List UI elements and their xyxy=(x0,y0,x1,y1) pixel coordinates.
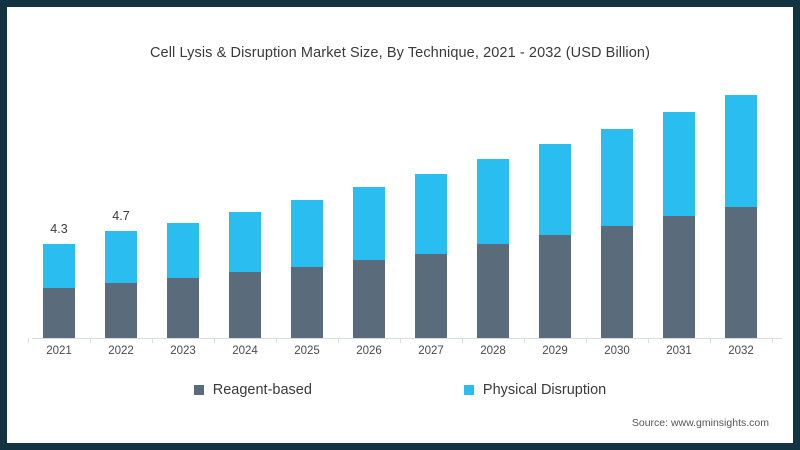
chart-canvas: Cell Lysis & Disruption Market Size, By … xyxy=(7,7,793,443)
x-axis-tick xyxy=(28,338,29,343)
bar-group-2021[interactable] xyxy=(43,244,75,338)
bar-group-2026[interactable] xyxy=(353,187,385,338)
x-axis-tick xyxy=(338,338,339,343)
x-axis-labels: 2021 2022 2023 2024 2025 2026 2027 2028 2029 2030… xyxy=(36,345,778,365)
square-swatch-icon xyxy=(463,385,474,395)
page-title: Cell Lysis & Disruption Market Size, By … xyxy=(149,45,650,61)
x-axis-label-2029: 2029 xyxy=(542,345,568,357)
bar-segment-reagent-based[interactable] xyxy=(291,267,323,338)
x-axis-tick xyxy=(772,338,773,343)
bar-group-2022[interactable] xyxy=(105,231,137,338)
bar-segment-physical-disruption[interactable] xyxy=(167,223,199,278)
bar-group-2032[interactable] xyxy=(725,95,757,338)
bar-group-2023[interactable] xyxy=(167,223,199,338)
plot-area: 4.3 4.7 xyxy=(36,87,778,339)
bar-segment-physical-disruption[interactable] xyxy=(477,159,509,244)
legend-item-label: Reagent-based xyxy=(212,382,312,398)
bar-segment-physical-disruption[interactable] xyxy=(725,95,757,207)
bar-segment-physical-disruption[interactable] xyxy=(415,174,447,254)
source-attribution: Source: www.gminsights.com xyxy=(631,417,769,429)
bar-group-2024[interactable] xyxy=(229,212,261,338)
bar-segment-physical-disruption[interactable] xyxy=(229,212,261,272)
x-axis-tick xyxy=(710,338,711,343)
x-axis-tick xyxy=(152,338,153,343)
x-axis-tick xyxy=(400,338,401,343)
x-axis-tick xyxy=(462,338,463,343)
x-axis-label-2023: 2023 xyxy=(170,345,196,357)
bar-segment-physical-disruption[interactable] xyxy=(353,187,385,260)
bar-segment-physical-disruption[interactable] xyxy=(539,144,571,235)
bar-segment-reagent-based[interactable] xyxy=(725,207,757,338)
bar-segment-reagent-based[interactable] xyxy=(539,235,571,338)
bar-segment-reagent-based[interactable] xyxy=(415,254,447,338)
bar-segment-physical-disruption[interactable] xyxy=(663,112,695,216)
legend-item-reagent-based[interactable]: Reagent-based xyxy=(193,382,312,398)
bar-segment-reagent-based[interactable] xyxy=(229,272,261,338)
x-axis-label-2025: 2025 xyxy=(294,345,320,357)
bar-group-2031[interactable] xyxy=(663,112,695,338)
bar-segment-reagent-based[interactable] xyxy=(601,226,633,338)
legend-item-physical-disruption[interactable]: Physical Disruption xyxy=(463,382,607,398)
bar-value-label-2021: 4.3 xyxy=(50,222,68,236)
x-axis-line xyxy=(32,338,782,339)
bar-group-2028[interactable] xyxy=(477,159,509,338)
bar-segment-reagent-based[interactable] xyxy=(663,216,695,338)
bar-segment-reagent-based[interactable] xyxy=(105,283,137,338)
x-axis-label-2024: 2024 xyxy=(232,345,258,357)
x-axis-tick xyxy=(524,338,525,343)
legend-item-label: Physical Disruption xyxy=(482,382,607,398)
bar-value-label-2022: 4.7 xyxy=(112,209,130,223)
bar-group-2030[interactable] xyxy=(601,129,633,338)
square-swatch-icon xyxy=(193,385,204,395)
bar-segment-physical-disruption[interactable] xyxy=(291,200,323,267)
bar-group-2029[interactable] xyxy=(539,144,571,338)
x-axis-tick xyxy=(214,338,215,343)
x-axis-tick xyxy=(90,338,91,343)
bar-segment-reagent-based[interactable] xyxy=(477,244,509,338)
x-axis-label-2028: 2028 xyxy=(480,345,506,357)
bar-segment-physical-disruption[interactable] xyxy=(105,231,137,283)
bar-segment-physical-disruption[interactable] xyxy=(601,129,633,226)
x-axis-label-2031: 2031 xyxy=(666,345,692,357)
chart-legend: Reagent-based Physical Disruption xyxy=(7,382,793,398)
x-axis-label-2032: 2032 xyxy=(728,345,754,357)
bar-segment-reagent-based[interactable] xyxy=(353,260,385,338)
x-axis-label-2027: 2027 xyxy=(418,345,444,357)
x-axis-tick xyxy=(276,338,277,343)
x-axis-label-2030: 2030 xyxy=(604,345,630,357)
bar-segment-reagent-based[interactable] xyxy=(167,278,199,338)
bar-segment-physical-disruption[interactable] xyxy=(43,244,75,288)
x-axis-tick xyxy=(648,338,649,343)
bar-group-2025[interactable] xyxy=(291,200,323,338)
bar-segment-reagent-based[interactable] xyxy=(43,288,75,338)
bar-group-2027[interactable] xyxy=(415,174,447,338)
x-axis-label-2021: 2021 xyxy=(46,345,72,357)
x-axis-label-2022: 2022 xyxy=(108,345,134,357)
x-axis-tick xyxy=(586,338,587,343)
x-axis-label-2026: 2026 xyxy=(356,345,382,357)
